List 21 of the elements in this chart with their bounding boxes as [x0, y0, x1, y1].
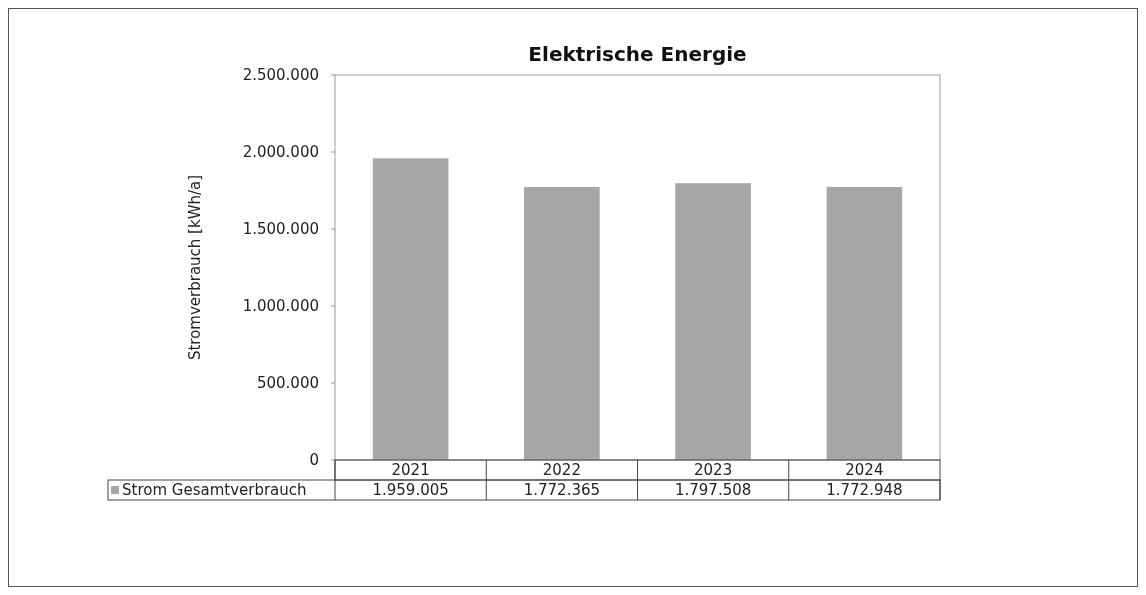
y-tick-label: 2.000.000 [242, 143, 319, 162]
y-tick-label: 500.000 [256, 374, 319, 393]
y-tick-label: 1.500.000 [242, 220, 319, 239]
x-tick-label: 2023 [694, 461, 733, 480]
y-axis-title: Stromverbrauch [kWh/a] [186, 174, 204, 361]
y-tick-label: 0 [309, 451, 319, 470]
data-label: 1.959.005 [372, 481, 449, 500]
bar [524, 187, 600, 460]
bar [372, 158, 449, 460]
data-label: 1.772.948 [826, 481, 903, 500]
x-tick-label: 2021 [391, 461, 430, 480]
bar [826, 186, 903, 460]
legend-label: Strom Gesamtverbrauch [122, 481, 307, 500]
data-label: 1.797.508 [674, 481, 752, 500]
bar [675, 183, 751, 460]
chart-title: Elektrische Energie [528, 42, 747, 66]
y-tick-label: 2.500.000 [242, 66, 319, 85]
y-tick-label: 1.000.000 [242, 297, 319, 316]
x-tick-label: 2022 [542, 461, 581, 480]
data-label: 1.772.365 [523, 481, 601, 500]
x-tick-label: 2024 [845, 461, 884, 480]
